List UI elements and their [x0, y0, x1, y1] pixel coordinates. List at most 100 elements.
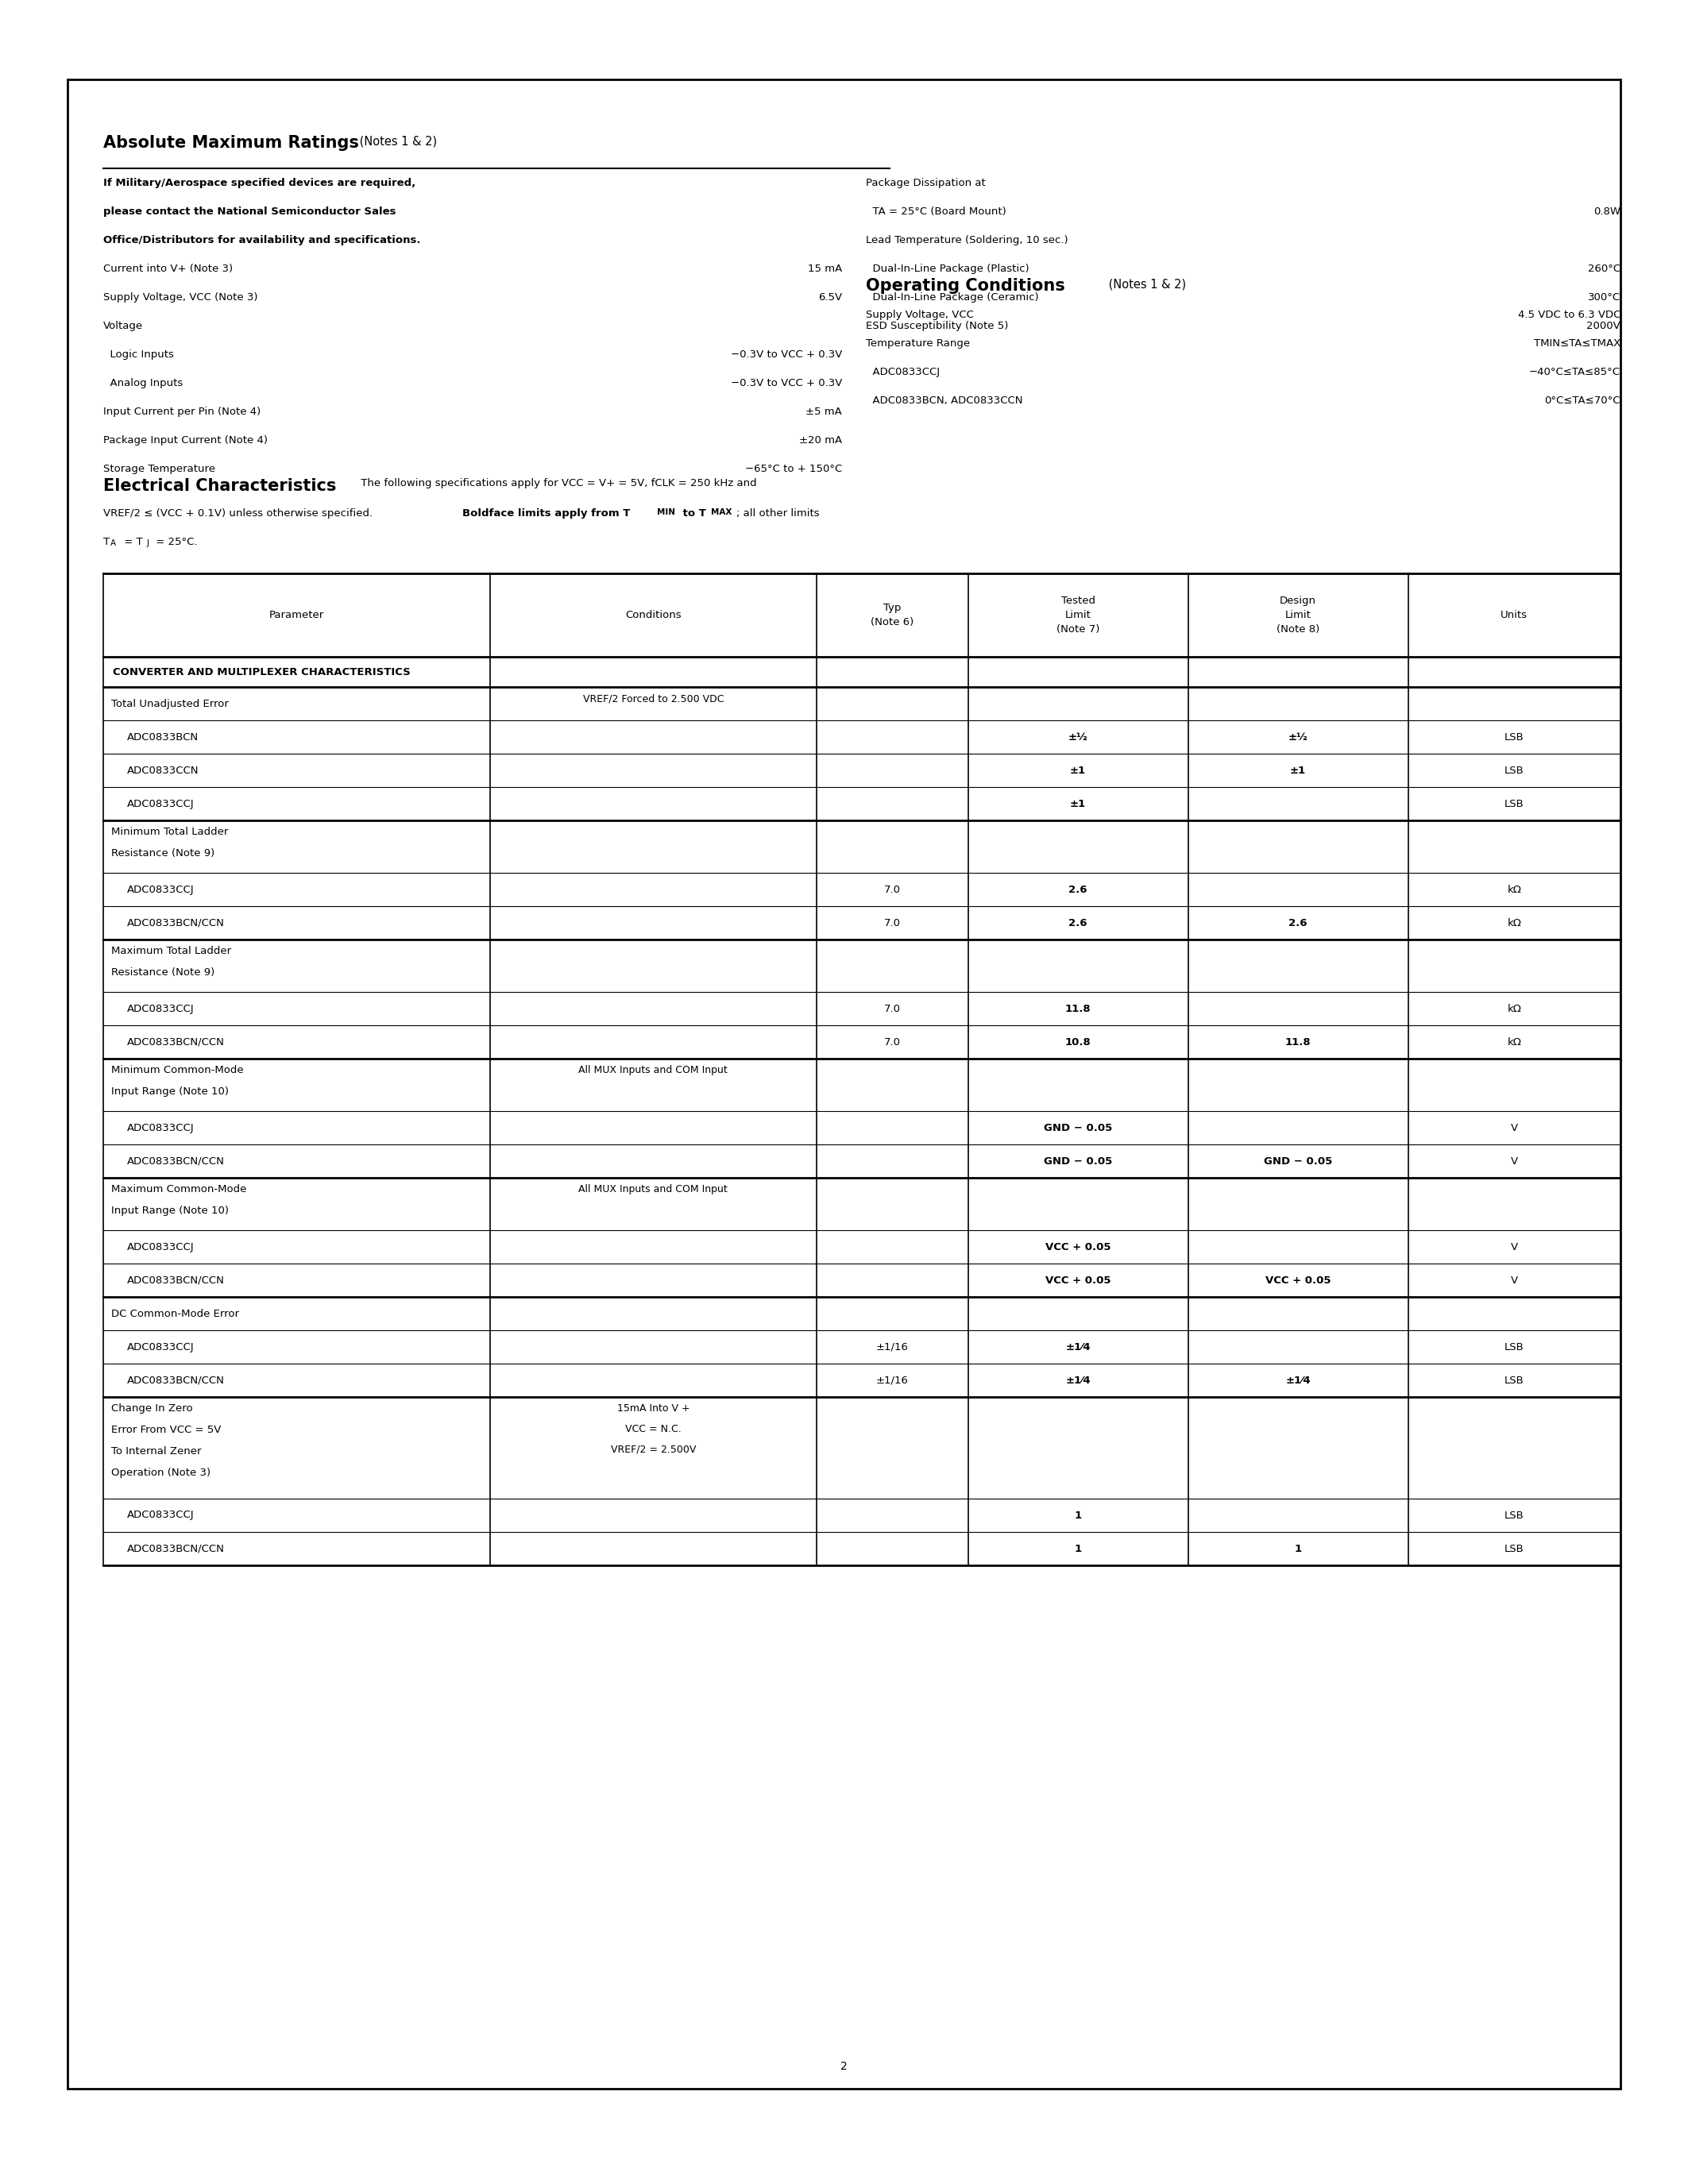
Text: please contact the National Semiconductor Sales: please contact the National Semiconducto…: [103, 207, 397, 216]
Text: LSB: LSB: [1504, 1509, 1524, 1520]
Text: Minimum Total Ladder: Minimum Total Ladder: [111, 828, 228, 836]
Text: GND − 0.05: GND − 0.05: [1043, 1155, 1112, 1166]
Text: GND − 0.05: GND − 0.05: [1264, 1155, 1332, 1166]
Text: Units: Units: [1501, 609, 1528, 620]
Text: ADC0833BCN/CCN: ADC0833BCN/CCN: [127, 1037, 225, 1046]
Text: 15mA Into V +: 15mA Into V +: [616, 1404, 690, 1413]
Text: 260°C: 260°C: [1588, 264, 1620, 273]
Text: Parameter: Parameter: [268, 609, 324, 620]
Text: 2.6: 2.6: [1069, 885, 1087, 895]
Text: −0.3V to VCC + 0.3V: −0.3V to VCC + 0.3V: [731, 378, 842, 389]
Text: 15 mA: 15 mA: [807, 264, 842, 273]
Text: ESD Susceptibility (Note 5): ESD Susceptibility (Note 5): [866, 321, 1008, 332]
Text: Maximum Total Ladder: Maximum Total Ladder: [111, 946, 231, 957]
Text: Temperature Range: Temperature Range: [866, 339, 971, 347]
Text: ±1: ±1: [1070, 799, 1085, 808]
Text: ADC0833CCJ: ADC0833CCJ: [127, 1509, 194, 1520]
Text: 2000V: 2000V: [1587, 321, 1620, 332]
Text: MIN: MIN: [657, 509, 675, 515]
Text: Maximum Common-Mode: Maximum Common-Mode: [111, 1184, 246, 1195]
Text: Analog Inputs: Analog Inputs: [103, 378, 182, 389]
Text: DC Common-Mode Error: DC Common-Mode Error: [111, 1308, 240, 1319]
Text: ADC0833CCJ: ADC0833CCJ: [127, 1002, 194, 1013]
Text: VCC = N.C.: VCC = N.C.: [625, 1424, 682, 1435]
Text: 7.0: 7.0: [885, 917, 901, 928]
Text: −40°C≤TA≤85°C: −40°C≤TA≤85°C: [1529, 367, 1620, 378]
Text: Dual-In-Line Package (Plastic): Dual-In-Line Package (Plastic): [866, 264, 1030, 273]
Text: Supply Voltage, VCC (Note 3): Supply Voltage, VCC (Note 3): [103, 293, 258, 304]
Text: Storage Temperature: Storage Temperature: [103, 463, 216, 474]
Text: 2.6: 2.6: [1288, 917, 1308, 928]
Text: ±1⁄4: ±1⁄4: [1065, 1341, 1090, 1352]
Text: Boldface limits apply from T: Boldface limits apply from T: [463, 509, 630, 518]
Text: CONVERTER AND MULTIPLEXER CHARACTERISTICS: CONVERTER AND MULTIPLEXER CHARACTERISTIC…: [113, 666, 410, 677]
Text: Office/Distributors for availability and specifications.: Office/Distributors for availability and…: [103, 236, 420, 245]
Text: V: V: [1511, 1243, 1518, 1251]
Text: Typ
(Note 6): Typ (Note 6): [871, 603, 913, 627]
Text: ±1: ±1: [1070, 764, 1085, 775]
Text: All MUX Inputs and COM Input: All MUX Inputs and COM Input: [579, 1184, 728, 1195]
Text: Logic Inputs: Logic Inputs: [103, 349, 174, 360]
Text: TMIN≤TA≤TMAX: TMIN≤TA≤TMAX: [1534, 339, 1620, 347]
Text: A: A: [110, 539, 116, 548]
Text: To Internal Zener: To Internal Zener: [111, 1446, 201, 1457]
Text: VCC + 0.05: VCC + 0.05: [1266, 1275, 1330, 1286]
Text: Current into V+ (Note 3): Current into V+ (Note 3): [103, 264, 233, 273]
Text: kΩ: kΩ: [1507, 917, 1521, 928]
Text: Operation (Note 3): Operation (Note 3): [111, 1468, 211, 1479]
Text: 1: 1: [1295, 1544, 1301, 1553]
Text: 300°C: 300°C: [1588, 293, 1620, 304]
Text: ADC0833CCJ: ADC0833CCJ: [866, 367, 940, 378]
Text: ADC0833CCN: ADC0833CCN: [127, 764, 199, 775]
Text: ±1⁄4: ±1⁄4: [1065, 1376, 1090, 1385]
Text: Dual-In-Line Package (Ceramic): Dual-In-Line Package (Ceramic): [866, 293, 1038, 304]
Text: ADC0833BCN, ADC0833CCN: ADC0833BCN, ADC0833CCN: [866, 395, 1023, 406]
Text: Minimum Common-Mode: Minimum Common-Mode: [111, 1066, 243, 1075]
Text: −0.3V to VCC + 0.3V: −0.3V to VCC + 0.3V: [731, 349, 842, 360]
Text: ±1/16: ±1/16: [876, 1376, 908, 1385]
Text: LSB: LSB: [1504, 1376, 1524, 1385]
Text: Package Input Current (Note 4): Package Input Current (Note 4): [103, 435, 268, 446]
Text: 4.5 VDC to 6.3 VDC: 4.5 VDC to 6.3 VDC: [1518, 310, 1620, 319]
Text: VCC + 0.05: VCC + 0.05: [1045, 1243, 1111, 1251]
Text: 7.0: 7.0: [885, 885, 901, 895]
Text: Design
Limit
(Note 8): Design Limit (Note 8): [1276, 596, 1320, 636]
Text: Tested
Limit
(Note 7): Tested Limit (Note 7): [1057, 596, 1099, 636]
Text: Input Range (Note 10): Input Range (Note 10): [111, 1085, 230, 1096]
Text: kΩ: kΩ: [1507, 1002, 1521, 1013]
Text: LSB: LSB: [1504, 1544, 1524, 1553]
Text: T: T: [103, 537, 110, 548]
Text: ADC0833BCN/CCN: ADC0833BCN/CCN: [127, 1376, 225, 1385]
Text: Input Current per Pin (Note 4): Input Current per Pin (Note 4): [103, 406, 260, 417]
Text: All MUX Inputs and COM Input: All MUX Inputs and COM Input: [579, 1066, 728, 1075]
Text: (Notes 1 & 2): (Notes 1 & 2): [356, 135, 437, 146]
Text: ±1⁄4: ±1⁄4: [1286, 1376, 1310, 1385]
Text: Total Unadjusted Error: Total Unadjusted Error: [111, 699, 228, 710]
Text: Operating Conditions: Operating Conditions: [866, 277, 1065, 295]
Text: TA = 25°C (Board Mount): TA = 25°C (Board Mount): [866, 207, 1006, 216]
Text: ±1/16: ±1/16: [876, 1341, 908, 1352]
Text: Input Range (Note 10): Input Range (Note 10): [111, 1206, 230, 1216]
Text: ADC0833CCJ: ADC0833CCJ: [127, 1341, 194, 1352]
Text: 1: 1: [1075, 1509, 1082, 1520]
Text: ADC0833BCN/CCN: ADC0833BCN/CCN: [127, 1275, 225, 1286]
Text: 1: 1: [1075, 1544, 1082, 1553]
Text: V: V: [1511, 1155, 1518, 1166]
Text: ; all other limits: ; all other limits: [736, 509, 819, 518]
Text: MAX: MAX: [711, 509, 733, 515]
Text: Resistance (Note 9): Resistance (Note 9): [111, 968, 214, 978]
Text: If Military/Aerospace specified devices are required,: If Military/Aerospace specified devices …: [103, 177, 415, 188]
Text: Change In Zero: Change In Zero: [111, 1404, 192, 1413]
Text: 0°C≤TA≤70°C: 0°C≤TA≤70°C: [1545, 395, 1620, 406]
Text: GND − 0.05: GND − 0.05: [1043, 1123, 1112, 1133]
Text: to T: to T: [679, 509, 706, 518]
Text: 11.8: 11.8: [1285, 1037, 1312, 1046]
Text: ADC0833BCN/CCN: ADC0833BCN/CCN: [127, 1544, 225, 1553]
Text: 7.0: 7.0: [885, 1037, 901, 1046]
Text: Absolute Maximum Ratings: Absolute Maximum Ratings: [103, 135, 360, 151]
Text: LSB: LSB: [1504, 764, 1524, 775]
Text: Supply Voltage, VCC: Supply Voltage, VCC: [866, 310, 974, 319]
Text: ADC0833BCN/CCN: ADC0833BCN/CCN: [127, 917, 225, 928]
Text: 7.0: 7.0: [885, 1002, 901, 1013]
Text: VREF/2 = 2.500V: VREF/2 = 2.500V: [611, 1444, 695, 1455]
